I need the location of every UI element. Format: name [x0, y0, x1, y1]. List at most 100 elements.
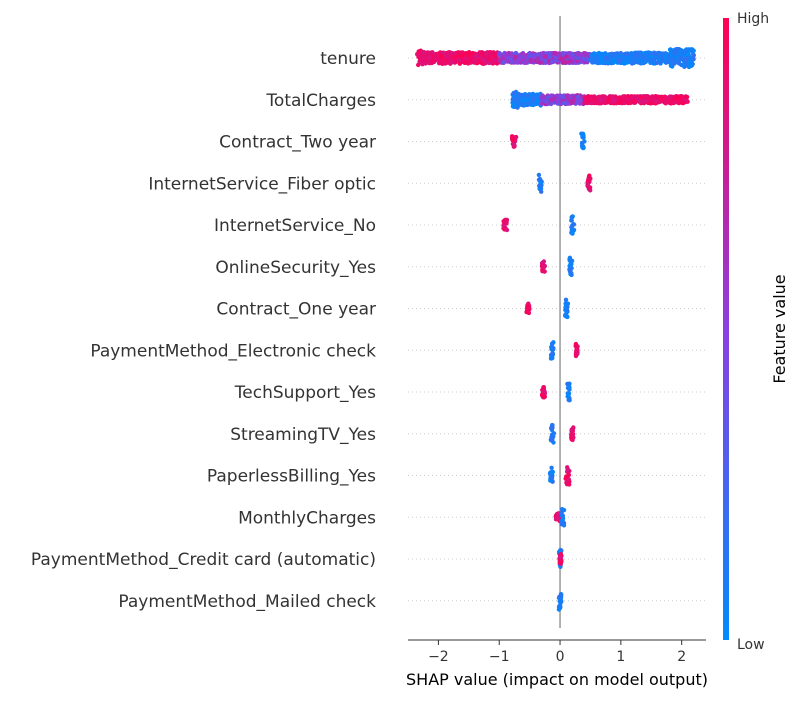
shap-point	[522, 54, 527, 59]
shap-point	[473, 58, 479, 64]
shap-point	[550, 469, 555, 475]
shap-point	[560, 513, 566, 518]
x-tick-label: 0	[556, 649, 565, 665]
shap-point	[563, 297, 569, 302]
shap-point	[638, 52, 643, 57]
shap-point	[484, 51, 489, 57]
shap-point	[653, 94, 658, 99]
shap-point	[510, 97, 515, 102]
shap-point	[643, 59, 648, 64]
shap-point	[526, 53, 532, 59]
shap-point	[565, 101, 570, 106]
shap-point	[523, 60, 528, 65]
shap-point	[571, 55, 576, 61]
shap-point	[470, 50, 475, 56]
x-axis-title: SHAP value (impact on model output)	[406, 670, 708, 689]
shap-point	[550, 93, 555, 98]
shap-point	[603, 56, 609, 61]
shap-point	[427, 56, 432, 61]
colorbar: High Low Feature value	[723, 11, 789, 653]
shap-point	[556, 607, 562, 612]
shap-point	[621, 55, 626, 61]
feature-points-13	[556, 592, 564, 612]
shap-point	[531, 52, 536, 58]
shap-point	[561, 94, 566, 100]
shap-point	[545, 98, 550, 104]
shap-point	[539, 189, 544, 194]
shap-point	[622, 97, 628, 102]
shap-point	[653, 99, 658, 104]
feature-points-6	[524, 297, 571, 320]
shap-point	[577, 101, 583, 106]
shap-point	[426, 60, 432, 66]
shap-point	[541, 264, 547, 270]
shap-point	[650, 94, 655, 99]
shap-point	[606, 97, 611, 103]
shap-point	[521, 98, 526, 103]
feature-label: tenure	[320, 49, 376, 69]
shap-point	[669, 98, 675, 104]
shap-point	[516, 101, 521, 107]
shap-point	[622, 52, 627, 57]
shap-point	[657, 99, 662, 105]
shap-point	[534, 92, 539, 97]
shap-point	[669, 94, 674, 99]
shap-point	[592, 98, 597, 103]
shap-point	[452, 55, 458, 61]
feature-label: PaymentMethod_Credit card (automatic)	[31, 550, 376, 570]
shap-point	[530, 91, 536, 97]
shap-point	[542, 390, 547, 395]
shap-point	[421, 50, 426, 55]
shap-point	[483, 61, 488, 66]
feature-points-9	[548, 422, 576, 445]
shap-point	[564, 480, 569, 485]
shap-point	[541, 259, 547, 264]
shap-point	[538, 60, 543, 65]
shap-point	[488, 50, 493, 55]
feature-labels-layer: tenure TotalCharges Contract_Two year Inter…	[31, 49, 376, 612]
shap-point	[609, 56, 614, 62]
x-axis: −2 −1 0 1 2	[408, 639, 706, 665]
shap-point	[462, 60, 468, 65]
shap-point	[536, 56, 541, 61]
x-tick-label: 2	[677, 649, 686, 665]
shap-point	[575, 58, 580, 64]
feature-label: Contract_One year	[216, 300, 376, 320]
shap-point	[467, 50, 472, 56]
shap-point	[549, 437, 555, 442]
shap-point	[517, 97, 522, 103]
shap-point	[671, 61, 676, 66]
feature-points-8	[540, 381, 572, 403]
shap-point	[504, 227, 510, 233]
shap-point	[571, 98, 576, 104]
shap-point	[570, 231, 575, 236]
shap-point	[573, 353, 579, 359]
shap-point	[691, 57, 696, 62]
shap-point	[541, 94, 547, 100]
shap-point	[490, 57, 496, 63]
shap-point	[551, 431, 557, 436]
shap-point	[644, 95, 650, 100]
shap-point	[573, 341, 579, 347]
shap-point	[653, 51, 658, 56]
shap-point	[617, 100, 622, 106]
shap-point	[439, 54, 444, 60]
shap-point	[598, 97, 604, 103]
shap-point	[574, 348, 579, 353]
shap-point	[547, 55, 553, 60]
colorbar-high-label: High	[737, 11, 769, 27]
shap-point	[633, 99, 638, 105]
feature-points-2	[509, 131, 587, 151]
x-tick-label: 1	[616, 649, 625, 665]
shap-point	[630, 52, 635, 57]
colorbar-gradient	[723, 18, 729, 640]
shap-point	[549, 475, 555, 481]
shap-point	[684, 47, 689, 52]
shap-point	[575, 55, 580, 61]
shap-point	[511, 137, 516, 142]
shap-point	[478, 55, 483, 61]
shap-point	[564, 474, 569, 479]
shap-point	[567, 255, 573, 260]
